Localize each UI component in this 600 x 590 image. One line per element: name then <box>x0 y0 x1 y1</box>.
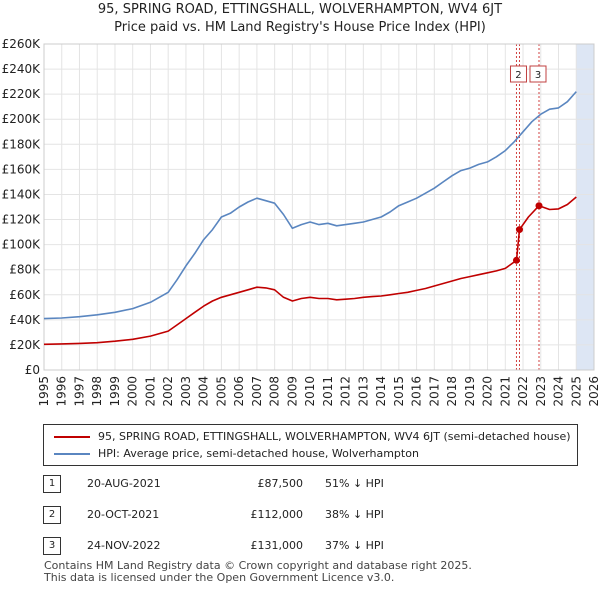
table-row: 3 24-NOV-2022 £131,000 37% ↓ HPI <box>43 537 578 555</box>
x-tick-label: 2008 <box>268 376 282 407</box>
x-tick-label: 2006 <box>232 376 246 407</box>
x-tick-label: 2013 <box>356 376 370 407</box>
y-tick-label: £200K <box>2 112 42 126</box>
sale-flag-label-3: 3 <box>535 70 541 81</box>
x-tick-label: 2005 <box>214 376 228 407</box>
y-tick-label: £60K <box>9 288 41 302</box>
y-tick-label: £120K <box>2 213 42 227</box>
x-tick-label: 2015 <box>392 376 406 407</box>
x-tick-label: 2007 <box>250 376 264 407</box>
sale-flag-label-2: 2 <box>515 70 521 81</box>
x-tick-label: 2000 <box>126 376 140 407</box>
transaction-number: 2 <box>43 506 61 524</box>
transaction-hpi: 38% ↓ HPI <box>325 508 384 521</box>
plot-frame <box>43 43 595 371</box>
x-tick-label: 1995 <box>37 376 51 407</box>
price-chart: £0 £20K £40K £60K £80K £100K £120K £140K £160K £1… <box>2 37 600 407</box>
y-tick-label: £240K <box>2 62 42 76</box>
y-tick-label: £220K <box>2 87 42 101</box>
y-tick-label: £160K <box>2 162 42 176</box>
legend-line-hpi <box>54 453 90 455</box>
x-tick-label: 2021 <box>498 376 512 407</box>
table-row: 2 20-OCT-2021 £112,000 38% ↓ HPI <box>43 506 578 524</box>
transaction-number: 1 <box>43 475 61 493</box>
legend-line-property <box>54 436 90 438</box>
y-tick-label: £20K <box>9 338 41 352</box>
property-series-line <box>43 196 577 346</box>
x-tick-label: 2012 <box>339 376 353 407</box>
x-tick-label: 2018 <box>445 376 459 407</box>
x-tick-label: 1998 <box>90 376 104 407</box>
sale-flag-3 <box>529 65 547 83</box>
y-tick-label: £100K <box>2 238 42 252</box>
table-row: 1 20-AUG-2021 £87,500 51% ↓ HPI <box>43 475 578 493</box>
y-tick-label: £80K <box>9 263 41 277</box>
legend-label-property: 95, SPRING ROAD, ETTINGSHALL, WOLVERHAMP… <box>98 430 571 443</box>
transaction-price: £87,500 <box>257 477 304 490</box>
sale-flag-2 <box>509 65 527 83</box>
x-tick-label: 2010 <box>303 376 317 407</box>
footer-copyright: Contains HM Land Registry data © Crown c… <box>44 559 472 572</box>
sale-point-1 <box>512 256 520 264</box>
footer: Contains HM Land Registry data © Crown c… <box>44 560 472 584</box>
legend-item-property: 95, SPRING ROAD, ETTINGSHALL, WOLVERHAMP… <box>54 429 571 445</box>
x-tick-label: 2016 <box>410 376 424 407</box>
transaction-hpi: 37% ↓ HPI <box>325 539 384 552</box>
x-tick-label: 2023 <box>534 376 548 407</box>
shaded-span <box>576 44 594 370</box>
x-tick-label: 2003 <box>179 376 193 407</box>
plot-area <box>44 44 594 370</box>
x-tick-label: 2020 <box>481 376 495 407</box>
sale-point-3 <box>535 202 543 210</box>
chart-subtitle: Price paid vs. HM Land Registry's House … <box>114 20 486 35</box>
transaction-date: 20-OCT-2021 <box>87 508 160 521</box>
x-tick-label: 2026 <box>587 376 600 407</box>
legend-item-hpi: HPI: Average price, semi-detached house,… <box>54 446 419 462</box>
x-tick-label: 2014 <box>374 376 388 407</box>
y-tick-label: £140K <box>2 187 42 201</box>
x-tick-label: 1997 <box>72 376 86 407</box>
x-tick-label: 2017 <box>427 376 441 407</box>
x-tick-label: 2022 <box>516 376 530 407</box>
x-tick-label: 2002 <box>161 376 175 407</box>
legend: 95, SPRING ROAD, ETTINGSHALL, WOLVERHAMP… <box>43 424 578 466</box>
x-tick-label: 2025 <box>569 376 583 407</box>
y-tick-label: £180K <box>2 137 42 151</box>
x-tick-label: 1999 <box>108 376 122 407</box>
transaction-hpi: 51% ↓ HPI <box>325 477 384 490</box>
transaction-date: 20-AUG-2021 <box>87 477 161 490</box>
x-tick-label: 2011 <box>321 376 335 407</box>
chart-title: 95, SPRING ROAD, ETTINGSHALL, WOLVERHAMP… <box>97 2 503 17</box>
x-tick-label: 1996 <box>55 376 69 407</box>
y-tick-label: £40K <box>9 313 41 327</box>
footer-licence: This data is licensed under the Open Gov… <box>44 571 395 584</box>
transaction-price: £131,000 <box>250 539 304 552</box>
transaction-date: 24-NOV-2022 <box>87 539 161 552</box>
y-tick-label: £0 <box>25 363 40 377</box>
x-tick-label: 2009 <box>285 376 299 407</box>
x-tick-label: 2024 <box>552 376 566 407</box>
x-tick-label: 2001 <box>143 376 157 407</box>
x-tick-label: 2019 <box>463 376 477 407</box>
x-tick-label: 2004 <box>197 376 211 407</box>
sale-point-2 <box>515 226 523 234</box>
legend-label-hpi: HPI: Average price, semi-detached house,… <box>98 447 419 460</box>
y-tick-label: £260K <box>2 37 42 51</box>
hpi-series-line <box>43 91 577 320</box>
transaction-number: 3 <box>43 537 61 555</box>
transaction-price: £112,000 <box>250 508 304 521</box>
